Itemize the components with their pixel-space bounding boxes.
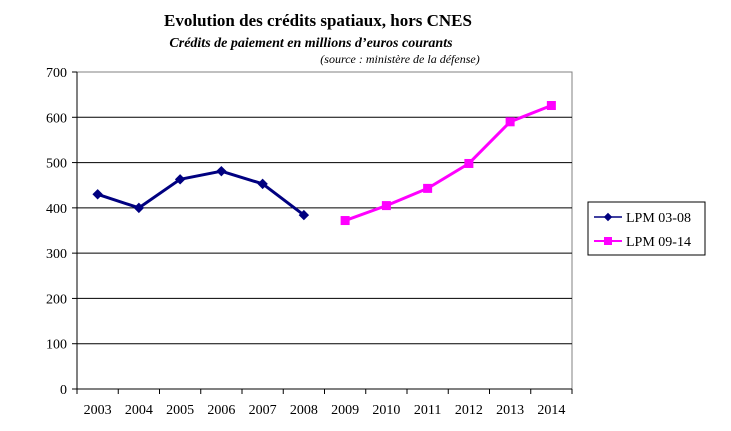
legend-marker [603,212,613,222]
x-tick-label-2008: 2008 [290,403,318,418]
series-line-0 [97,169,305,217]
legend-marker [604,237,612,245]
x-tick-label-2006: 2006 [207,403,235,418]
y-tick-label-0: 0 [60,383,67,398]
x-tick-label-2010: 2010 [372,403,400,418]
chart-subtitle: Crédits de paiement en millions d’euros … [169,36,453,51]
grid-lines [77,116,572,345]
x-tick-label-2004: 2004 [125,403,153,418]
legend-box [587,201,706,256]
legend-label: LPM 09-14 [626,235,691,250]
series-lpm-09-14 [340,101,556,226]
data-point-2013 [505,117,515,127]
x-tick-label-2009: 2009 [331,403,359,418]
x-tick-label-2005: 2005 [166,403,194,418]
series-group [92,101,556,226]
data-point-2009 [340,216,350,226]
data-point-2005 [174,174,186,185]
data-point-2004 [133,202,145,214]
x-tick-label-2003: 2003 [84,403,112,418]
series-lpm-03-08 [92,165,310,221]
x-axis: 2003 2004 2005 2006 2007 2008 2009 2010 2011 2012… [76,388,573,418]
y-tick-label-700: 700 [46,66,67,81]
data-point-2012 [464,158,474,168]
data-point-2007 [257,178,268,190]
legend-item-1: LPM 09-14 [594,235,691,250]
data-point-2014 [546,101,556,111]
series-line-1 [344,104,552,222]
data-point-2011 [423,183,433,193]
y-tick-label-200: 200 [46,292,67,307]
plot-area [76,71,573,390]
data-point-2008 [298,209,310,221]
chart-source: (source : ministère de la défense) [320,52,479,66]
x-tick-label-2007: 2007 [249,403,277,418]
y-tick-label-600: 600 [46,111,67,126]
data-point-2003 [92,189,103,200]
y-tick-label-300: 300 [46,247,67,262]
legend-label: LPM 03-08 [626,211,691,226]
data-point-2010 [381,201,391,211]
legend-item-0: LPM 03-08 [594,211,691,226]
x-tick-label-2013: 2013 [496,403,524,418]
legend: LPM 03-08 LPM 09-14 [587,201,706,256]
x-tick-label-2011: 2011 [414,403,441,418]
y-tick-label-100: 100 [46,338,67,353]
y-tick-label-400: 400 [46,202,67,217]
x-tick-label-2014: 2014 [537,403,565,418]
y-tick-label-500: 500 [46,157,67,172]
data-point-2006 [216,165,227,177]
y-axis: 0 100 200 300 400 500 600 700 [46,66,78,398]
chart-title: Evolution des crédits spatiaux, hors CNE… [164,11,472,30]
x-tick-label-2012: 2012 [455,403,483,418]
